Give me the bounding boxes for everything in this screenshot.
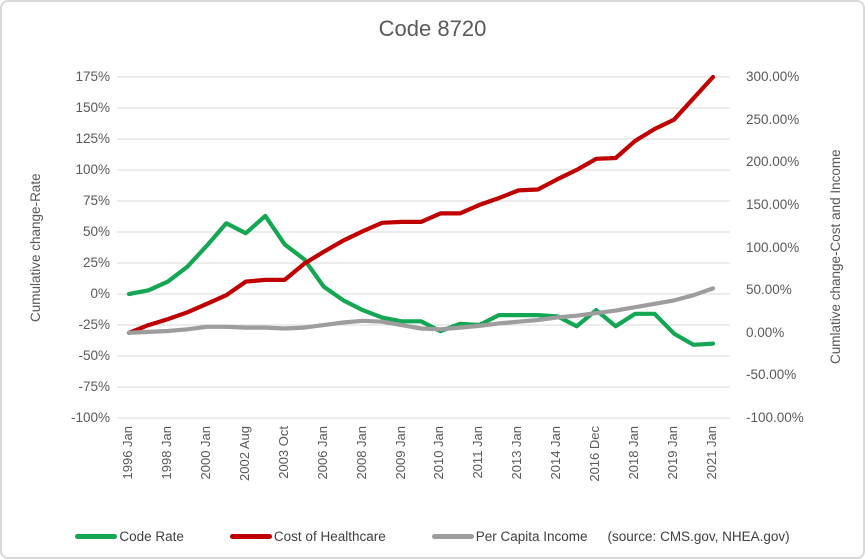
series-line-cost-of-healthcare xyxy=(126,74,716,335)
x-axis-tick: 2006 Jan xyxy=(315,426,330,480)
left-axis-tick: 0% xyxy=(90,286,110,301)
left-axis-tick: 125% xyxy=(75,131,110,146)
legend: Code Rate Cost of Healthcare Per Capita … xyxy=(2,529,863,544)
left-axis-tick: 150% xyxy=(75,100,110,115)
right-axis-tick: 250.00% xyxy=(746,112,800,127)
left-axis-tick: 25% xyxy=(82,255,110,270)
x-axis-tick: 2002 Aug xyxy=(237,426,252,481)
x-axis-tick: 2018 Jan xyxy=(626,426,641,480)
right-axis-tick: 200.00% xyxy=(746,154,800,169)
code-rate-line-swatch-icon xyxy=(75,534,118,539)
right-axis-tick: 300.00% xyxy=(746,69,800,84)
left-axis-title: Cumulative change-Rate xyxy=(28,173,43,322)
left-axis-tick: -75% xyxy=(78,379,110,394)
right-axis-tick: 0.00% xyxy=(746,325,785,340)
right-axis-tick: -100.00% xyxy=(746,410,804,425)
chart-title: Code 8720 xyxy=(378,16,487,41)
x-axis-tick: 2009 Jan xyxy=(393,426,408,480)
source-note: (source: CMS.gov, NHEA.gov) xyxy=(607,529,790,544)
x-axis-tick: 2014 Jan xyxy=(548,426,563,480)
right-axis-tick: 100.00% xyxy=(746,240,800,255)
x-axis-tick: 2011 Jan xyxy=(470,426,485,479)
cost-of-healthcare-line-swatch-icon xyxy=(229,534,272,539)
left-axis-tick: -50% xyxy=(78,348,110,363)
right-axis-tick: -50.00% xyxy=(746,367,797,382)
legend-item-code-rate: Code Rate xyxy=(75,529,184,544)
left-axis-tick: 100% xyxy=(75,162,110,177)
series-line-per-capita-income xyxy=(126,286,716,335)
x-axis-tick: 2000 Jan xyxy=(198,426,213,480)
series-line-code-rate xyxy=(126,213,716,347)
left-axis-tick: 50% xyxy=(82,224,110,239)
legend-label-per-capita-income: Per Capita Income xyxy=(475,529,588,544)
legend-label-code-rate: Code Rate xyxy=(119,529,184,544)
x-axis-tick: 2003 Oct xyxy=(276,426,291,479)
legend-item-cost-of-healthcare: Cost of Healthcare xyxy=(229,529,386,544)
right-axis-tick: 150.00% xyxy=(746,197,800,212)
per-capita-income-line-swatch-icon xyxy=(431,534,474,539)
x-axis-tick: 2016 Dec xyxy=(587,426,602,482)
x-axis-tick: 2008 Jan xyxy=(354,426,369,480)
x-axis-tick: 2021 Jan xyxy=(704,426,719,480)
right-axis-tick: 50.00% xyxy=(746,282,792,297)
legend-item-per-capita-income: Per Capita Income xyxy=(431,529,588,544)
left-axis-tick: -25% xyxy=(78,317,110,332)
x-axis-tick: 2013 Jan xyxy=(509,426,524,480)
left-axis-tick: -100% xyxy=(70,410,110,425)
legend-label-cost-of-healthcare: Cost of Healthcare xyxy=(273,529,386,544)
x-axis-tick: 1996 Jan xyxy=(120,426,135,480)
left-axis-tick: 175% xyxy=(75,69,110,84)
x-axis-tick: 2019 Jan xyxy=(665,426,680,480)
x-axis-tick: 1998 Jan xyxy=(159,426,174,480)
left-axis-tick: 75% xyxy=(82,193,110,208)
x-axis-tick: 2010 Jan xyxy=(431,426,446,480)
